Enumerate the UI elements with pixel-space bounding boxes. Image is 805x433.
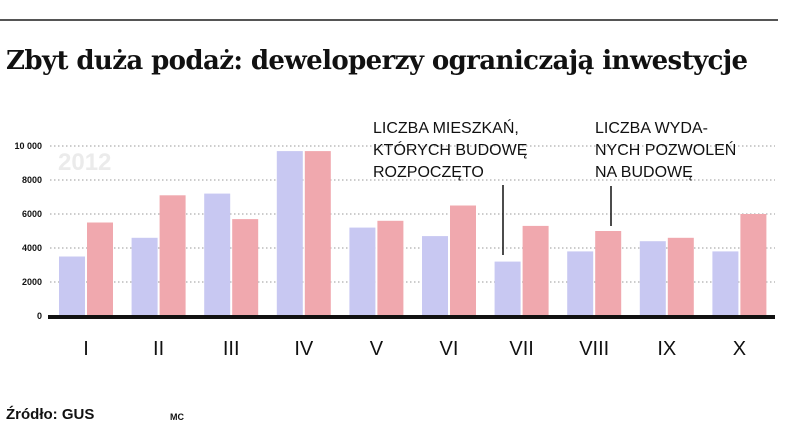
bar-started-VII bbox=[494, 261, 521, 316]
bar-started-I bbox=[59, 256, 85, 316]
x-tick-label: I bbox=[83, 338, 89, 360]
bar-permits-IX bbox=[667, 237, 694, 316]
legend-label-permits: NA BUDOWĘ bbox=[595, 164, 693, 181]
bar-started-VIII bbox=[567, 251, 594, 316]
x-tick-label: VII bbox=[509, 338, 533, 360]
x-tick-label: IV bbox=[294, 338, 314, 360]
y-axis-ticks: 0 2000 4000 6000 8000 10 000 bbox=[14, 141, 42, 321]
bar-started-IV bbox=[276, 151, 303, 316]
legend-label-started: LICZBA MIESZKAŃ, bbox=[373, 118, 519, 137]
bar-started-X bbox=[712, 251, 739, 316]
y-tick-label: 10 000 bbox=[14, 141, 42, 151]
bar-permits-I bbox=[87, 222, 113, 316]
x-tick-label: II bbox=[153, 338, 164, 360]
bar-started-II bbox=[131, 237, 158, 316]
bar-permits-III bbox=[232, 219, 259, 316]
bar-permits-II bbox=[159, 195, 186, 316]
legend-label-permits: LICZBA WYDA- bbox=[595, 120, 708, 137]
y-tick-label: 0 bbox=[37, 311, 42, 321]
x-tick-label: X bbox=[733, 338, 746, 360]
x-tick-label: IX bbox=[657, 338, 676, 360]
bar-permits-IV bbox=[304, 151, 331, 316]
bar-started-V bbox=[349, 227, 376, 316]
y-tick-label: 6000 bbox=[22, 209, 42, 219]
bar-permits-VI bbox=[450, 205, 476, 316]
year-label: 2012 bbox=[58, 149, 111, 176]
source-note: Źródło: GUS bbox=[6, 406, 95, 423]
bar-permits-X bbox=[740, 214, 767, 316]
x-axis-ticks: I II III IV V VI VII VIII IX X bbox=[83, 338, 746, 360]
legend-label-permits: NYCH POZWOLEŃ bbox=[595, 140, 736, 159]
legend-label-started: ROZPOCZĘTO bbox=[373, 164, 484, 181]
y-tick-label: 8000 bbox=[22, 175, 42, 185]
legend-callouts: LICZBA MIESZKAŃ, KTÓRYCH BUDOWĘ ROZPOCZĘTO… bbox=[373, 118, 736, 255]
bar-permits-VIII bbox=[595, 231, 622, 316]
x-tick-label: V bbox=[370, 338, 384, 360]
bar-permits-VII bbox=[522, 225, 549, 316]
top-rule bbox=[0, 19, 778, 21]
bar-permits-V bbox=[377, 220, 404, 316]
chart-headline: Zbyt duża podaż: deweloperzy ograniczają… bbox=[6, 46, 748, 76]
bar-started-VI bbox=[422, 236, 448, 316]
bars bbox=[59, 151, 767, 316]
x-axis-baseline bbox=[48, 315, 775, 319]
y-tick-label: 4000 bbox=[22, 243, 42, 253]
bar-started-III bbox=[204, 193, 231, 316]
x-tick-label: VI bbox=[440, 338, 459, 360]
y-tick-label: 2000 bbox=[22, 277, 42, 287]
legend-label-started: KTÓRYCH BUDOWĘ bbox=[373, 140, 527, 159]
x-tick-label: VIII bbox=[579, 338, 609, 360]
author-credit: MC bbox=[170, 412, 184, 422]
x-tick-label: III bbox=[223, 338, 240, 360]
bar-started-IX bbox=[639, 241, 666, 316]
